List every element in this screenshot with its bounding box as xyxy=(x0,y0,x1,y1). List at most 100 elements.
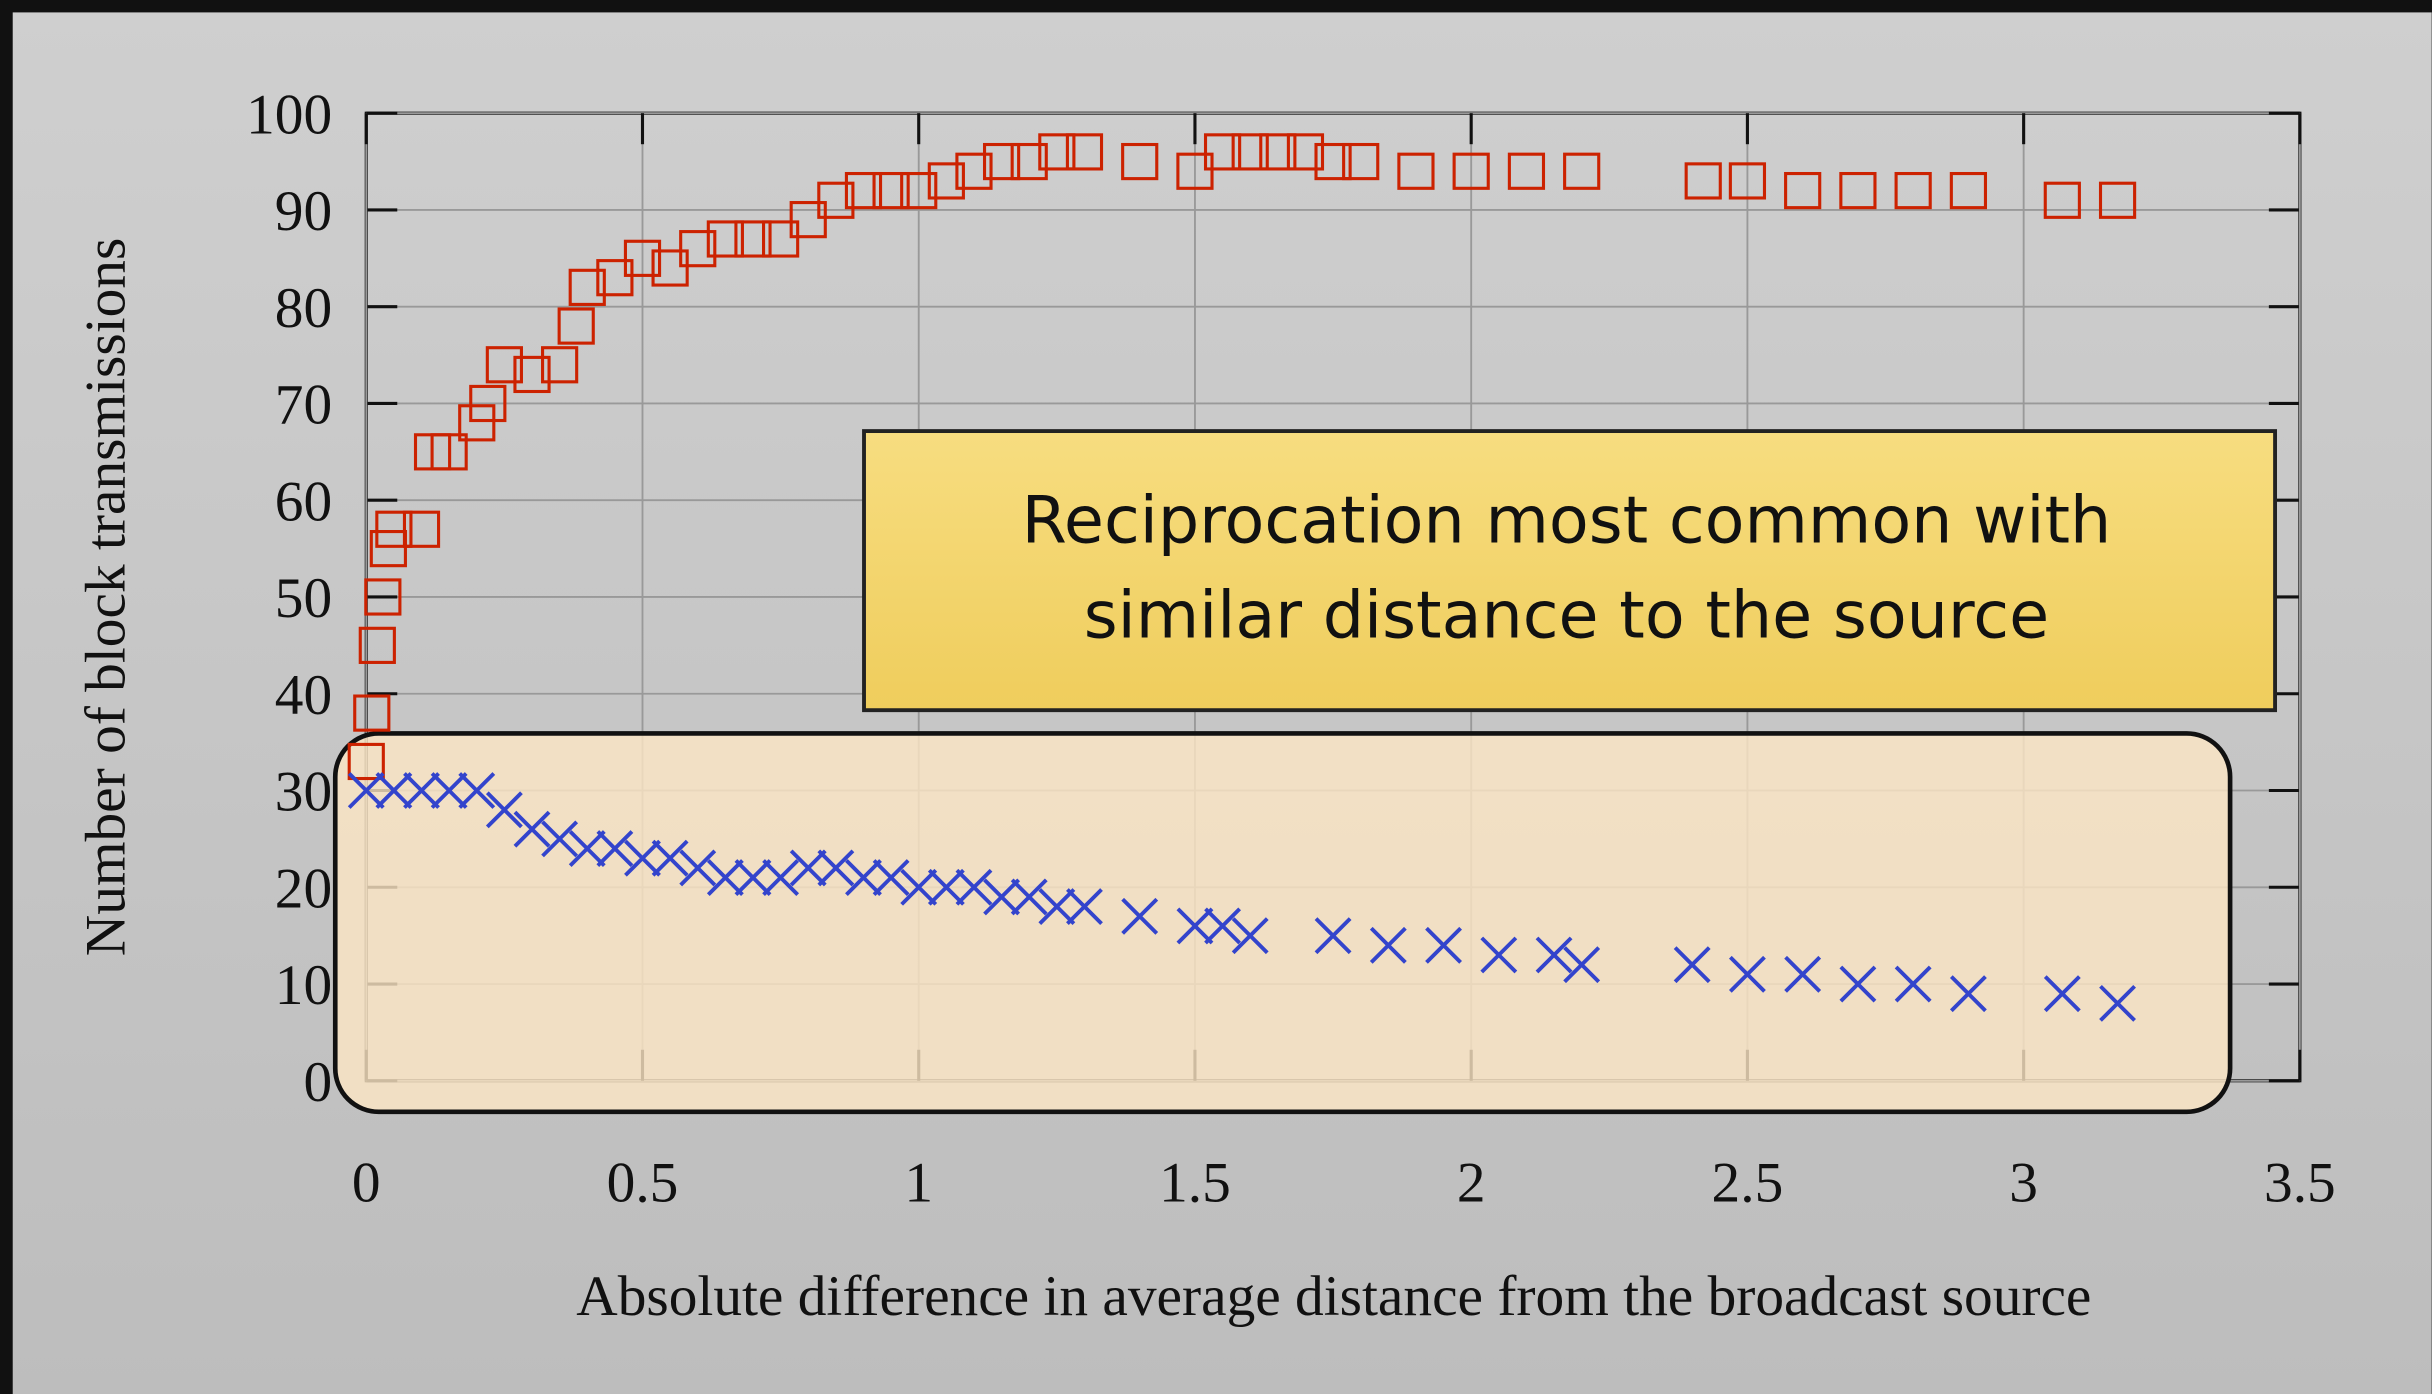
point xyxy=(1065,133,1104,171)
point xyxy=(1728,955,1766,993)
point xyxy=(513,355,551,394)
point xyxy=(513,810,551,848)
point xyxy=(706,220,744,258)
point xyxy=(955,868,993,906)
x-tick-label: 2.5 xyxy=(1712,1152,1784,1215)
point xyxy=(430,433,468,471)
point xyxy=(1286,133,1325,171)
y-tick-label: 50 xyxy=(275,567,332,630)
point xyxy=(2043,181,2081,219)
point xyxy=(402,510,441,548)
point xyxy=(557,307,595,345)
x-tick-label: 2 xyxy=(1457,1152,1486,1215)
point xyxy=(1894,965,1932,1003)
point xyxy=(1231,917,1269,955)
y-tick-label: 40 xyxy=(275,664,332,727)
point xyxy=(1563,152,1601,190)
point xyxy=(541,820,579,858)
point xyxy=(872,859,910,897)
y-tick-label: 90 xyxy=(275,180,332,243)
point xyxy=(2099,984,2136,1022)
point xyxy=(845,859,882,897)
y-tick-label: 10 xyxy=(275,954,332,1017)
point xyxy=(1038,888,1076,926)
x-tick-label: 0 xyxy=(352,1152,381,1215)
point xyxy=(1010,142,1048,181)
point xyxy=(541,346,579,384)
point xyxy=(1259,133,1297,171)
point xyxy=(982,142,1021,181)
point xyxy=(1203,133,1242,171)
point xyxy=(1839,965,1877,1003)
point xyxy=(1563,946,1601,984)
point xyxy=(596,830,634,867)
point xyxy=(789,849,827,887)
y-tick-label: 20 xyxy=(275,857,332,920)
y-tick-label: 80 xyxy=(275,277,332,340)
point xyxy=(1121,897,1159,935)
point xyxy=(1507,152,1546,190)
point xyxy=(679,230,717,268)
point xyxy=(623,239,662,277)
x-tick-label: 3 xyxy=(2009,1152,2038,1215)
point xyxy=(1949,975,1987,1013)
point xyxy=(1673,946,1711,984)
point xyxy=(762,859,800,897)
point xyxy=(1728,162,1767,200)
point xyxy=(1425,926,1462,964)
point xyxy=(358,626,396,664)
point xyxy=(651,839,689,877)
point xyxy=(1684,162,1722,200)
point xyxy=(624,839,661,877)
point xyxy=(734,859,772,897)
point xyxy=(1066,888,1103,926)
point xyxy=(1176,907,1214,945)
point xyxy=(1480,936,1518,974)
point xyxy=(1314,142,1352,181)
point xyxy=(844,171,883,210)
x-axis-title: Absolute difference in average distance … xyxy=(576,1265,2091,1328)
point xyxy=(900,868,938,906)
annotation-box xyxy=(862,429,2278,713)
point xyxy=(458,772,496,809)
point xyxy=(679,849,717,887)
point xyxy=(458,404,496,442)
point xyxy=(353,694,391,732)
point xyxy=(1894,171,1932,210)
point xyxy=(955,152,993,190)
y-tick-label: 30 xyxy=(275,761,332,824)
point xyxy=(568,830,606,867)
point xyxy=(485,791,523,829)
point xyxy=(1231,133,1269,171)
point xyxy=(1535,936,1573,974)
point xyxy=(347,772,385,809)
point xyxy=(375,510,413,548)
x-tick-label: 1 xyxy=(904,1152,933,1215)
point xyxy=(1397,152,1435,190)
y-tick-label: 70 xyxy=(275,374,332,437)
point xyxy=(734,220,772,258)
point xyxy=(485,346,523,384)
point xyxy=(469,384,507,423)
x-tick-label: 1.5 xyxy=(1159,1152,1231,1215)
point xyxy=(1949,171,1988,210)
y-axis-title: Number of block transmissions xyxy=(74,238,137,957)
point xyxy=(1204,907,1242,945)
point xyxy=(1784,955,1822,993)
point xyxy=(651,249,689,287)
point xyxy=(369,529,407,568)
point xyxy=(2098,181,2137,219)
y-tick-label: 0 xyxy=(303,1051,332,1114)
point xyxy=(1369,926,1407,964)
x-tick-label: 3.5 xyxy=(2264,1152,2336,1215)
point xyxy=(817,181,855,219)
point xyxy=(900,171,938,210)
point xyxy=(1038,133,1076,171)
point xyxy=(2043,975,2081,1013)
point xyxy=(375,772,413,809)
highlight-box xyxy=(332,731,2233,1115)
point xyxy=(364,578,402,616)
point xyxy=(872,171,910,210)
point xyxy=(789,201,827,239)
